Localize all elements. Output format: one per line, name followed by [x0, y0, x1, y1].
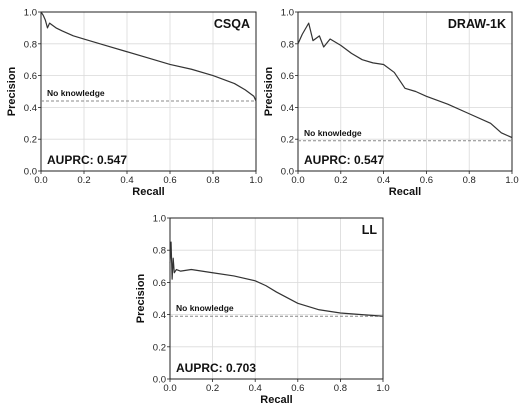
x-tick-label: 1.0 [249, 175, 262, 186]
auprc-annotation: AUPRC: 0.547 [47, 153, 127, 167]
x-tick-label: 0.8 [334, 383, 347, 394]
x-tick-label: 0.4 [377, 175, 390, 186]
x-tick-label: 0.4 [120, 175, 133, 186]
plot-frame [40, 11, 257, 172]
y-tick-label: 0.2 [24, 135, 37, 146]
panel-title: DRAW-1K [448, 17, 506, 31]
y-tick-label: 0.8 [153, 246, 166, 257]
y-tick-label: 0.4 [281, 103, 294, 114]
x-tick-label: 0.6 [291, 383, 304, 394]
y-axis-label: Precision [6, 66, 18, 116]
pr-curve-line [297, 22, 513, 139]
x-tick-label: 0.0 [34, 175, 47, 186]
y-tick-label: 0.6 [153, 278, 166, 289]
x-axis-label: Recall [132, 186, 164, 198]
y-tick-label: 1.0 [281, 8, 294, 19]
y-tick-label: 0.4 [24, 103, 37, 114]
x-tick-label: 0.0 [163, 383, 176, 394]
x-axis-label: Recall [389, 186, 421, 198]
x-tick-label: 0.2 [206, 383, 219, 394]
y-tick-label: 0.2 [281, 135, 294, 146]
x-tick-label: 0.8 [463, 175, 476, 186]
y-tick-label: 0.2 [153, 342, 166, 353]
y-tick-label: 0.6 [281, 71, 294, 82]
no-knowledge-label: No knowledge [304, 128, 362, 138]
y-tick-label: 0.8 [281, 39, 294, 50]
x-tick-label: 0.8 [206, 175, 219, 186]
x-axis-label: Recall [260, 394, 292, 405]
panel-title: LL [362, 223, 378, 237]
pr-curve-line [40, 11, 257, 102]
x-tick-label: 1.0 [505, 175, 518, 186]
auprc-annotation: AUPRC: 0.547 [304, 153, 384, 167]
y-tick-label: 0.0 [153, 375, 166, 386]
x-tick-label: 1.0 [376, 383, 389, 394]
x-tick-label: 0.2 [334, 175, 347, 186]
no-knowledge-label: No knowledge [47, 88, 105, 98]
y-axis-label: Precision [263, 66, 275, 116]
plot-frame [169, 217, 384, 380]
y-tick-label: 0.4 [153, 310, 166, 321]
y-tick-label: 0.0 [281, 167, 294, 178]
x-tick-label: 0.6 [420, 175, 433, 186]
y-tick-label: 1.0 [24, 8, 37, 19]
plot-frame [297, 11, 513, 172]
y-tick-label: 1.0 [153, 214, 166, 225]
x-tick-label: 0.0 [291, 175, 304, 186]
panel-title: CSQA [214, 17, 250, 31]
y-axis-label: Precision [135, 273, 147, 323]
ll-panel: 0.0 0.2 0.4 0.6 0.8 1.0 0.0 0.2 0.4 0.6 0.8 1.0 Reca… [135, 214, 390, 405]
csqa-panel: 0.0 0.2 0.4 0.6 0.8 1.0 0.0 0.2 0.4 0.6 0.8 1.0 Reca… [6, 8, 263, 199]
no-knowledge-label: No knowledge [176, 303, 234, 313]
x-tick-label: 0.6 [163, 175, 176, 186]
x-tick-label: 0.2 [77, 175, 90, 186]
pr-curve-line [169, 241, 384, 317]
y-tick-label: 0.0 [24, 167, 37, 178]
y-tick-label: 0.6 [24, 71, 37, 82]
draw-1k-panel: 0.0 0.2 0.4 0.6 0.8 1.0 0.0 0.2 0.4 0.6 0.8 1.0 Reca… [263, 8, 519, 199]
y-tick-label: 0.8 [24, 39, 37, 50]
x-tick-label: 0.4 [249, 383, 262, 394]
auprc-annotation: AUPRC: 0.703 [176, 361, 256, 375]
